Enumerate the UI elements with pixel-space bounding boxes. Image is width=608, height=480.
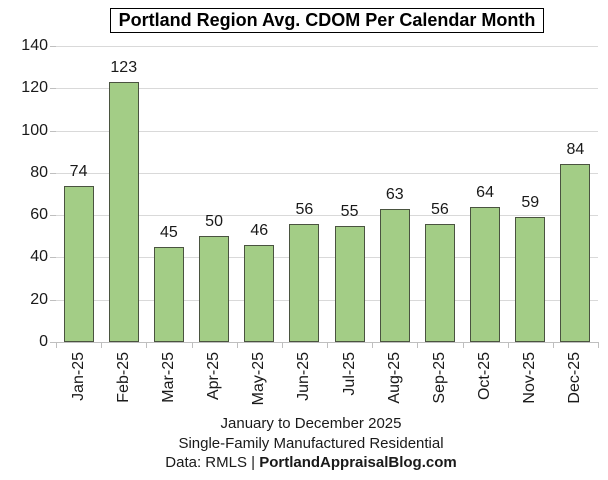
x-axis-tick [462,342,464,348]
chart-title-row: Portland Region Avg. CDOM Per Calendar M… [56,8,598,33]
y-axis-tick [50,299,56,301]
bar-value-label: 46 [250,221,269,239]
footnote-data-source: Data: RMLS | [165,454,260,471]
gridline [56,46,598,47]
y-axis-tick-label: 40 [30,248,48,266]
x-axis-label: Jan-25 [69,352,87,401]
bar-value-label: 50 [205,213,223,231]
gridline [56,299,598,301]
x-axis-tick [191,342,193,348]
bar [199,236,230,342]
x-axis-tick [56,342,57,348]
footnote-line-2: Single-Family Manufactured Residential [178,434,444,452]
y-axis-tick-label: 100 [21,121,48,139]
bar-value-label: 55 [340,202,359,220]
bar-value-label: 63 [385,185,404,203]
y-axis-tick-label: 60 [30,206,48,224]
x-axis-label: Jul-25 [340,352,358,396]
y-axis-tick-label: 80 [30,163,48,181]
x-axis-tick [417,342,419,348]
x-axis-label: Mar-25 [159,352,177,403]
bar-value-label: 45 [160,223,178,241]
bar-value-label: 56 [431,200,449,218]
x-axis-tick [146,342,148,348]
x-axis-tick [236,342,238,348]
x-axis-label: Dec-25 [566,352,584,404]
y-axis-tick-label: 120 [21,79,48,97]
y-axis-tick [50,215,56,217]
x-axis-label: Nov-25 [521,352,539,404]
x-axis-label: Jun-25 [295,352,313,401]
x-axis-tick [552,342,554,348]
bar [334,225,365,342]
y-axis-tick [50,130,56,132]
bar [379,208,410,342]
x-axis-label: Apr-25 [205,352,223,401]
bar-value-label: 59 [521,194,540,212]
x-axis-tick [372,342,374,348]
footnote-blog-name: PortlandAppraisalBlog.com [259,454,457,471]
y-axis-tick-label: 0 [39,333,48,350]
bar-value-label: 74 [69,162,88,180]
bar [244,244,275,342]
bar [470,206,501,342]
bar [108,81,139,342]
x-axis-label: Sep-25 [430,352,448,404]
gridline [56,130,598,132]
gridline [56,215,598,217]
y-axis-tick [50,257,56,259]
y-axis-tick [50,88,56,90]
y-axis-tick [50,172,56,174]
x-axis-label: Feb-25 [114,352,132,403]
chart-footnote: January to December 2025 Single-Family M… [14,414,608,473]
x-axis-line [50,342,598,343]
bar [289,223,320,342]
x-axis-tick [101,342,103,348]
gridline [56,172,598,174]
bar-value-label: 56 [295,200,314,218]
bar-value-label: 123 [110,58,138,76]
x-axis-label: May-25 [250,352,268,406]
bar-value-label: 84 [566,141,585,159]
y-axis-tick [50,46,56,47]
bar [515,217,546,342]
bar-value-label: 64 [476,183,494,201]
x-axis-label: Oct-25 [476,352,494,401]
bar [153,246,184,342]
footnote-line-3: Data: RMLS | PortlandAppraisalBlog.com [14,453,608,473]
chart-title: Portland Region Avg. CDOM Per Calendar M… [109,8,545,33]
y-axis-tick-label: 20 [30,290,48,308]
x-axis-tick [507,342,509,348]
x-axis-tick [281,342,283,348]
gridline [56,257,598,259]
x-axis-tick [327,342,328,348]
y-axis-tick-label: 140 [21,37,48,54]
gridline [56,88,598,90]
footnote-line-1: January to December 2025 [220,415,402,432]
bar [63,185,94,342]
bar [424,223,455,342]
bar [560,164,591,342]
x-axis-tick [598,342,599,348]
x-axis-label: Aug-25 [385,352,403,404]
